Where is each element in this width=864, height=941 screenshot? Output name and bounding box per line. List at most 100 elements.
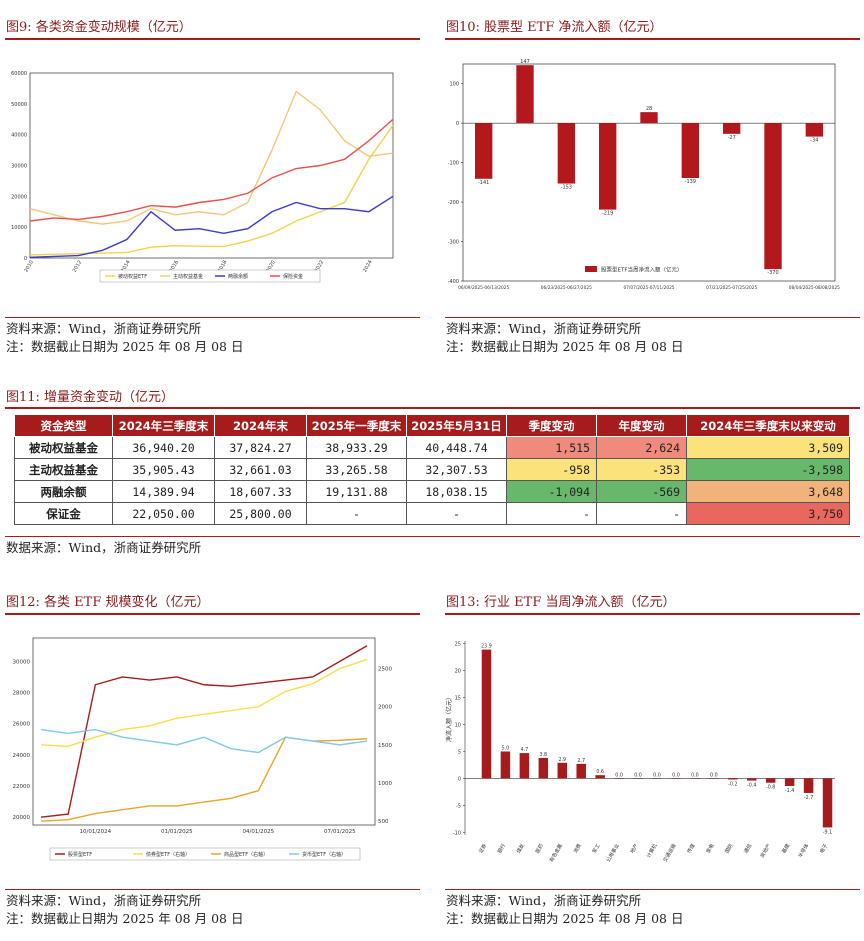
series-line-2	[29, 195, 394, 259]
y2-tick-label: 1500	[378, 743, 392, 749]
legend-label: 被动权益ETF	[118, 273, 147, 280]
x-tick-label: 半导体	[797, 843, 811, 860]
x-tick-label: 煤炭	[515, 843, 526, 855]
bar	[640, 112, 658, 124]
table-cell: 18,038.15	[406, 480, 507, 503]
x-tick-label: 有色金属	[548, 843, 564, 864]
table-cell: 3,509	[686, 436, 850, 459]
series-line-1	[29, 90, 394, 225]
bar	[722, 123, 741, 134]
table-cell: -958	[506, 458, 597, 481]
data-label: -2.7	[804, 795, 813, 801]
data-label: 0.6	[596, 769, 604, 775]
fig10-title: 图10: 股票型 ETF 净流入额（亿元）	[446, 20, 663, 35]
data-label: -219	[602, 211, 613, 217]
col-header: 2024年末	[214, 414, 307, 437]
bar	[728, 778, 738, 780]
bar	[784, 778, 795, 786]
data-label: -9.1	[823, 829, 832, 835]
legend-label: 保险资金	[283, 273, 303, 280]
table-row: 主动权益基金 35,905.43 32,661.03 33,265.58 32,307.…	[14, 458, 850, 481]
fig12-source: 资料来源：Wind，浙商证券研究所	[6, 893, 202, 908]
fig11-title-rule	[5, 407, 860, 409]
y-tick-label: 40000	[11, 133, 27, 139]
x-tick-label: 08/04/2025-08/08/2025	[789, 285, 840, 291]
fig11-title: 图11: 增量资金变动（亿元）	[6, 390, 175, 405]
x-tick-label: 基建	[780, 843, 791, 855]
col-header: 季度变动	[506, 414, 597, 437]
row-label: 两融余额	[14, 480, 113, 503]
table-cell: 37,824.27	[214, 436, 307, 459]
data-label: 3.8	[539, 752, 547, 758]
fig11-source: 数据来源：Wind，浙商证券研究所	[6, 540, 202, 555]
x-tick-label: 消费	[572, 843, 583, 855]
table-cell: 32,661.03	[214, 458, 307, 481]
data-label: -27	[728, 135, 736, 141]
x-tick-label: 通信	[742, 843, 753, 855]
y-tick-label: 10	[455, 723, 461, 729]
col-header: 2025年5月31日	[406, 414, 507, 437]
data-label: 2.9	[558, 757, 566, 763]
data-label: -0.8	[766, 785, 775, 791]
y2-tick-label: 2500	[378, 667, 392, 673]
table-cell: 1,515	[506, 436, 597, 459]
y-tick-label: 30000	[11, 164, 27, 170]
x-tick-label: 国防	[723, 843, 734, 855]
fig11-bottom-rule	[5, 536, 860, 537]
row-label: 被动权益基金	[14, 436, 113, 459]
col-header: 资金类型	[14, 414, 113, 437]
table-cell: -353	[596, 458, 687, 481]
fig13-chart: 25 20 15 10 5 0 -5 -10 净流入额（亿元） 23.9 证券 5.0 银行 4.7 煤炭 3…	[445, 641, 835, 864]
x-tick-label: 07/07/2025-07/11/2025	[623, 285, 674, 291]
x-tick-label: 01/01/2025	[161, 829, 193, 835]
data-label: -0.2	[728, 781, 737, 787]
y-tick-label: 26000	[13, 722, 31, 728]
x-tick-label: 传媒	[686, 843, 697, 855]
table-cell: 36,940.20	[112, 436, 215, 459]
table-cell: 14,389.94	[112, 480, 215, 503]
legend-label: 两融余额	[228, 273, 248, 280]
table-cell: -	[506, 502, 597, 525]
legend-label: 债券型ETF（右轴）	[146, 851, 190, 858]
plot-frame	[32, 637, 376, 826]
fig9-bottom-rule	[5, 317, 420, 318]
plot-frame	[29, 72, 394, 259]
y-tick-label: 20	[455, 669, 461, 675]
bar	[681, 123, 700, 179]
bar	[557, 123, 576, 184]
data-label: 0.0	[653, 772, 661, 778]
fig13-bottom-rule	[445, 889, 860, 890]
col-header: 2024年三季度末	[112, 414, 215, 437]
legend-label: 商品型ETF（右轴）	[224, 851, 268, 858]
table-cell: -	[406, 502, 507, 525]
table-cell: -	[596, 502, 687, 525]
fig10-bottom-rule	[445, 317, 860, 318]
col-header: 2025年一季度末	[306, 414, 407, 437]
table-cell: 3,750	[686, 502, 850, 525]
x-tick-label: 10/01/2024	[79, 829, 111, 835]
series-line-2	[40, 736, 368, 822]
y-tick-label: 20000	[11, 194, 27, 200]
data-label: 0.0	[672, 772, 680, 778]
fig11-table: 资金类型 2024年三季度末 2024年末 2025年一季度末 2025年5月3…	[14, 414, 850, 525]
col-header: 年度变动	[596, 414, 687, 437]
row-label: 保证金	[14, 502, 113, 525]
y-tick-label: 15	[455, 696, 461, 702]
bar	[516, 65, 534, 124]
y-tick-label: 0	[458, 776, 461, 782]
fig12-chart: 20000 22000 24000 26000 28000 30000 500 1000 150…	[13, 637, 392, 861]
data-label: -139	[685, 179, 696, 185]
plot-frame	[462, 63, 836, 282]
fig9-title: 图9: 各类资金变动规模（亿元）	[6, 20, 192, 35]
x-tick-label: 计算机	[645, 843, 659, 860]
col-header: 2024年三季度末以来变动	[686, 414, 850, 437]
table-cell: 32,307.53	[406, 458, 507, 481]
x-tick-label: 证券	[477, 843, 488, 855]
x-tick-label: 2012	[72, 259, 84, 273]
legend-label: 股票型ETF当周净流入额（亿元）	[601, 266, 683, 274]
x-tick-label: 2010	[23, 259, 35, 273]
y2-tick-label: 500	[378, 819, 389, 825]
fig12-note: 注：数据截止日期为 2025 年 08 月 08 日	[6, 911, 244, 926]
x-tick-label: 电子	[818, 843, 829, 855]
data-label: -141	[478, 180, 489, 186]
